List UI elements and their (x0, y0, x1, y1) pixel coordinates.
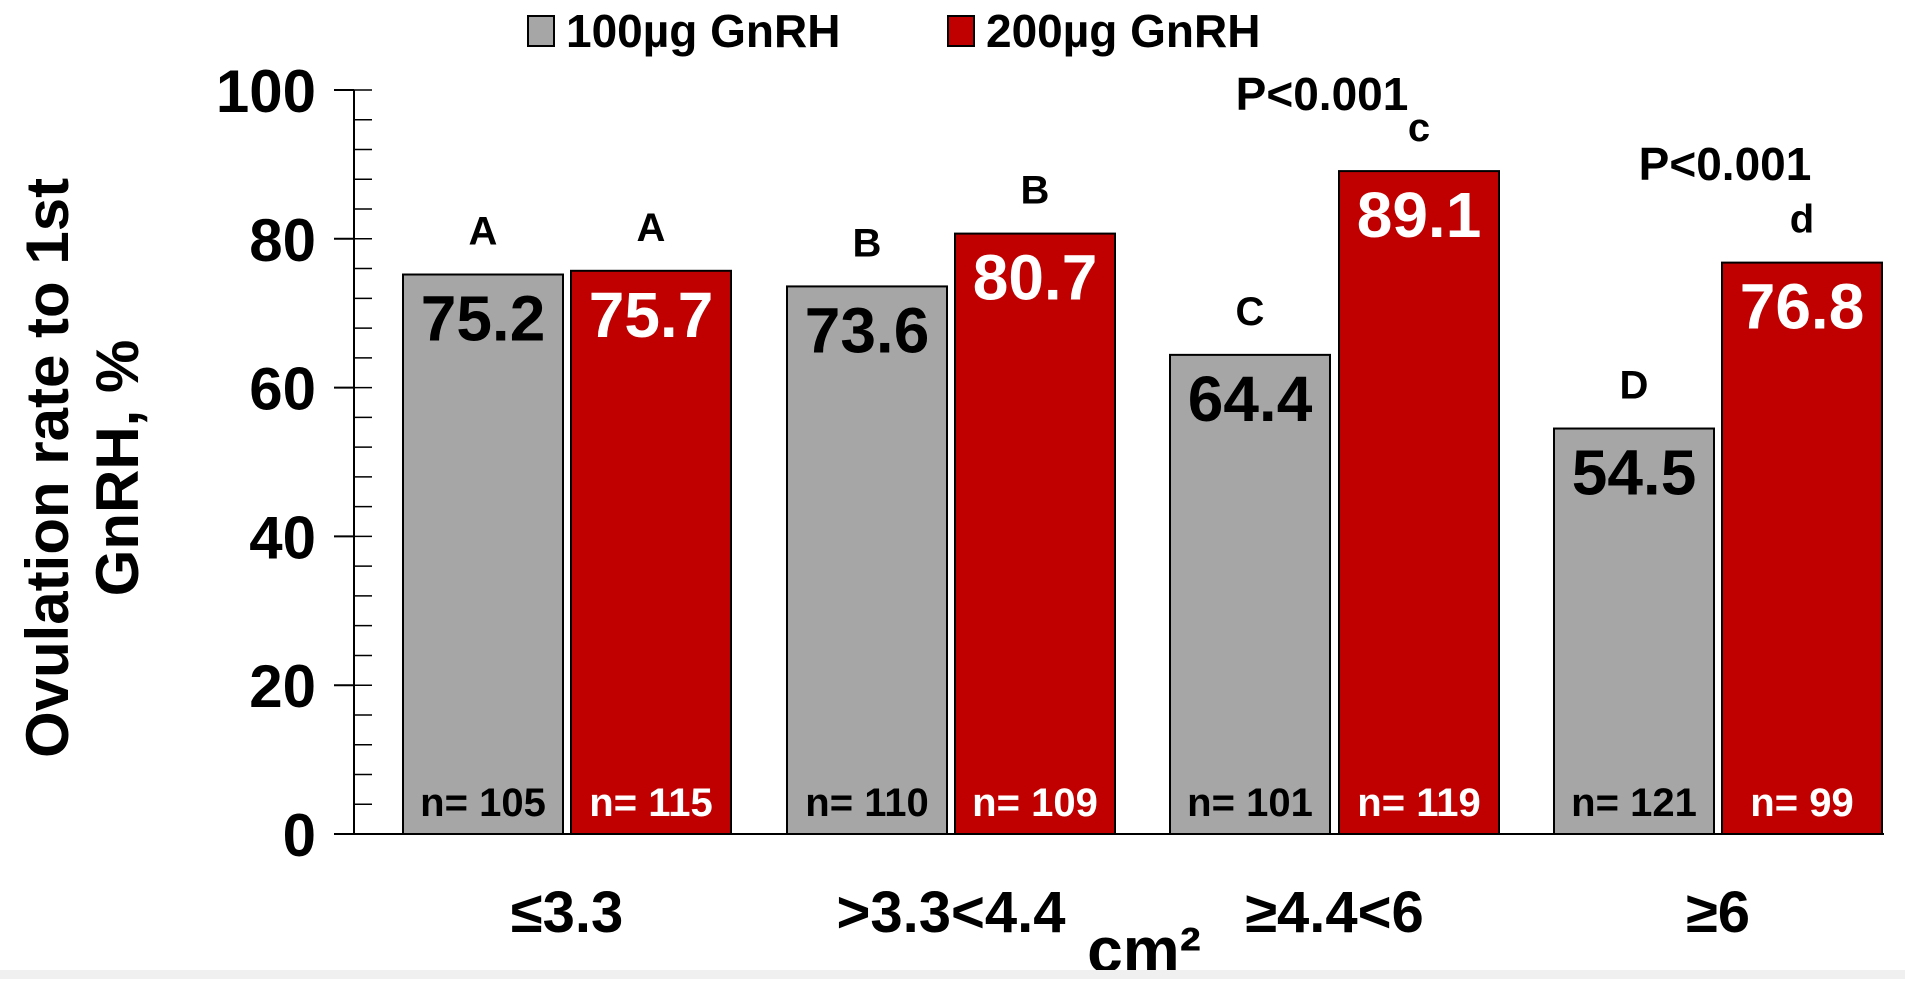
bar-value-label: 64.4 (1188, 363, 1313, 435)
bar-value-label: 80.7 (973, 242, 1098, 314)
legend-swatch (527, 15, 555, 47)
significance-letter: A (469, 210, 498, 254)
legend-swatch (947, 15, 975, 47)
y-tick-label: 40 (249, 504, 316, 571)
significance-letter: B (853, 221, 882, 265)
bar-value-label: 73.6 (805, 294, 930, 366)
significance-letter: c (1408, 106, 1430, 150)
y-tick-label: 100 (216, 58, 316, 125)
y-tick-label: 20 (249, 653, 316, 720)
significance-letter: d (1790, 198, 1814, 242)
sample-size-label: n= 105 (420, 781, 546, 825)
bar (570, 269, 732, 835)
bar (1553, 427, 1715, 835)
y-axis-title-line: Ovulation rate to 1st (14, 178, 81, 758)
bar-value-label: 54.5 (1572, 437, 1697, 509)
significance-letter: C (1236, 290, 1265, 334)
sample-size-label: n= 109 (972, 781, 1098, 825)
bar-value-label: 76.8 (1740, 271, 1865, 343)
sample-size-label: n= 121 (1571, 781, 1697, 825)
x-tick-label: ≤3.3 (511, 880, 623, 945)
significance-letter: A (637, 206, 666, 250)
sample-size-label: n= 101 (1187, 781, 1313, 825)
sample-size-label: n= 110 (805, 781, 928, 825)
significance-letter: D (1620, 364, 1649, 408)
sample-size-label: n= 119 (1357, 781, 1480, 825)
y-tick-label: 0 (283, 802, 316, 869)
bar (786, 285, 948, 835)
y-tick-label: 80 (249, 207, 316, 274)
significance-letter: B (1021, 169, 1050, 213)
sample-size-label: n= 115 (589, 781, 712, 825)
bar (1338, 170, 1500, 835)
bar-value-label: 89.1 (1357, 179, 1482, 251)
p-value-annotation: P<0.001 (1639, 138, 1812, 190)
y-axis-title-line: GnRH, % (84, 340, 151, 597)
bar (954, 232, 1116, 836)
bar (1169, 353, 1331, 835)
legend-label: 200µg GnRH (986, 5, 1260, 57)
x-tick-label: >3.3<4.4 (837, 880, 1066, 945)
bar (402, 273, 564, 835)
bar-value-label: 75.7 (589, 279, 714, 351)
bar (1721, 261, 1883, 836)
bar-value-label: 75.2 (421, 283, 546, 355)
bottom-divider (0, 970, 1905, 979)
legend-label: 100µg GnRH (566, 5, 840, 57)
p-value-annotation: P<0.001 (1236, 68, 1409, 120)
x-tick-label: ≥4.4<6 (1245, 880, 1424, 945)
sample-size-label: n= 99 (1750, 781, 1853, 825)
y-axis-title: Ovulation rate to 1stGnRH, % (14, 178, 151, 758)
x-tick-label: ≥6 (1686, 880, 1750, 945)
y-tick-label: 60 (249, 356, 316, 423)
